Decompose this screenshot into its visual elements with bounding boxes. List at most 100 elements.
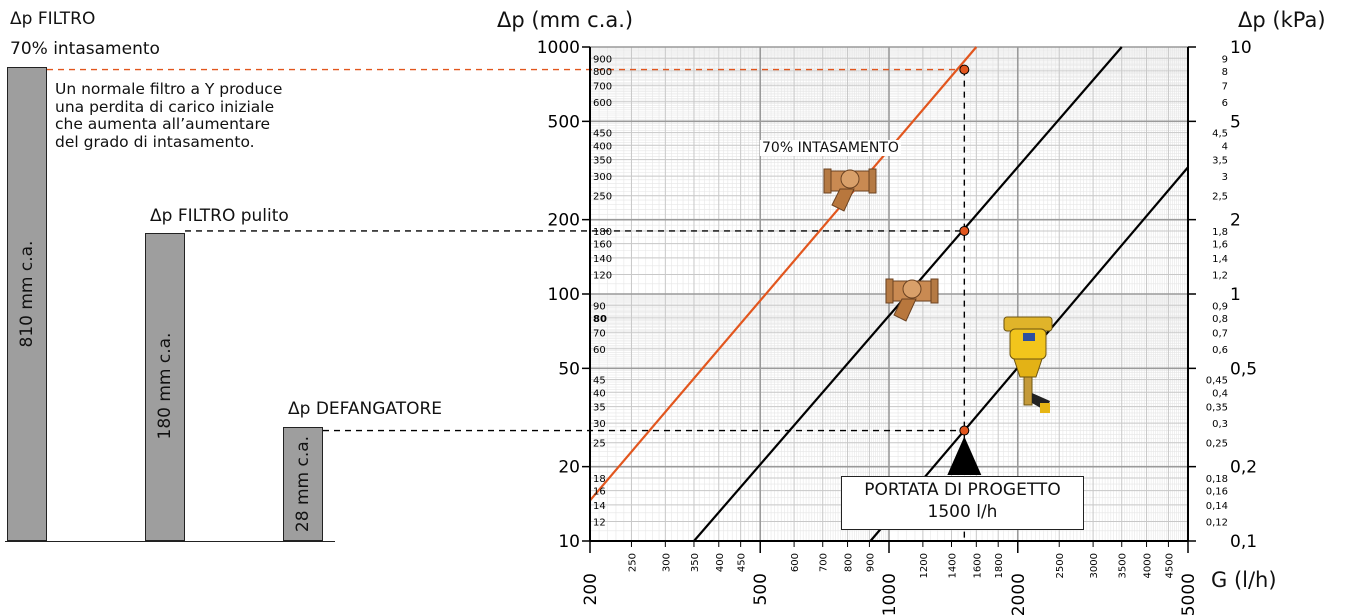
y-minor-tick-label: 800 xyxy=(593,67,612,78)
strainer-cap xyxy=(902,279,922,299)
note-line: che aumenta all’aumentare xyxy=(55,115,271,133)
x-minor-tick-label: 3000 xyxy=(1089,553,1100,578)
y2-minor-tick-label: 1,8 xyxy=(1212,227,1228,238)
y2-minor-tick-label: 0,35 xyxy=(1206,403,1228,414)
y2-minor-tick-label: 0,3 xyxy=(1212,419,1228,430)
strainer-leg xyxy=(893,298,917,322)
y-minor-tick-label: 14 xyxy=(593,501,606,512)
y2-minor-tick-label: 1,2 xyxy=(1212,270,1228,281)
y2-minor-tick-label: 9 xyxy=(1222,54,1228,65)
bar-defangatore xyxy=(283,427,323,541)
callout-line2: 1500 l/h xyxy=(927,502,998,522)
y2-minor-tick-label: 3,5 xyxy=(1212,156,1228,167)
chart-grid xyxy=(589,46,1189,542)
x-tick-label: 5000 xyxy=(1179,573,1199,616)
x-minor-tick-label: 900 xyxy=(865,553,876,572)
y-minor-tick-label: 450 xyxy=(593,129,612,140)
y-minor-tick-label: 160 xyxy=(593,240,612,251)
y-minor-tick-label: 140 xyxy=(593,254,612,265)
y2-tick-label: 1 xyxy=(1230,285,1241,305)
x-tick-label: 500 xyxy=(751,573,771,605)
y-tick-label: 20 xyxy=(558,458,580,478)
x-minor-tick-label: 3500 xyxy=(1118,553,1129,578)
y-tick-label: 1000 xyxy=(537,38,580,58)
y-strainer-icon xyxy=(823,168,877,212)
separator-badge xyxy=(1023,333,1035,341)
y2-minor-tick-label: 0,7 xyxy=(1212,328,1228,339)
y2-tick-label: 5 xyxy=(1230,112,1241,132)
baseline xyxy=(5,541,335,542)
separator-drain xyxy=(1023,376,1033,406)
y-tick-label: 50 xyxy=(558,359,580,379)
y2-tick-label: 10 xyxy=(1230,38,1252,58)
operating-points xyxy=(947,64,982,475)
x-minor-tick-label: 4500 xyxy=(1164,553,1175,578)
x-axis-title: G (l/h) xyxy=(1211,568,1277,592)
y2-minor-tick-label: 1,6 xyxy=(1212,240,1228,251)
strainer-leg xyxy=(831,188,855,212)
y2-minor-tick-label: 0,16 xyxy=(1206,487,1228,498)
y-tick-label: 10 xyxy=(558,532,580,552)
y2-tick-label: 0,2 xyxy=(1230,458,1257,478)
y-axis-title: Δp (mm c.a.) xyxy=(497,8,634,32)
filter-clogged-subtitle: 70% intasamento xyxy=(10,39,160,59)
y2-minor-tick-label: 0,25 xyxy=(1206,439,1228,450)
y2-minor-tick-label: 3 xyxy=(1222,172,1228,183)
y-minor-tick-label: 40 xyxy=(593,388,606,399)
note-line: del grado di intasamento. xyxy=(55,132,255,151)
bar-defangatore-label: 28 mm c.a. xyxy=(293,435,313,533)
bar-filter-clogged xyxy=(7,67,47,541)
filter-clean-title: Δp FILTRO pulito xyxy=(150,206,289,226)
chart-axes: 1020501002005001000121416182530354045607… xyxy=(537,38,1257,616)
y2-minor-tick-label: 0,4 xyxy=(1212,388,1228,399)
y2-minor-tick-label: 7 xyxy=(1222,81,1228,92)
y-minor-tick-label: 300 xyxy=(593,172,612,183)
filter-clogged-title: Δp FILTRO xyxy=(10,9,96,29)
x-minor-tick-label: 450 xyxy=(737,553,748,572)
clogged-filter-line xyxy=(589,46,978,502)
x-minor-tick-label: 1400 xyxy=(948,553,959,578)
y-strainer-icon xyxy=(885,278,939,322)
design-flow-callout: PORTATA DI PROGETTO 1500 l/h xyxy=(841,476,1084,530)
strainer-end xyxy=(868,168,877,194)
y2-tick-label: 0,1 xyxy=(1230,532,1257,552)
strainer-end xyxy=(885,278,894,304)
filter-note: Un normale filtro a Y produce una perdit… xyxy=(55,80,282,151)
design-flow-marker xyxy=(947,436,982,475)
y2-minor-tick-label: 1,4 xyxy=(1212,254,1228,265)
x-minor-tick-label: 400 xyxy=(715,553,726,572)
y-minor-tick-label: 180 xyxy=(593,227,612,238)
y2-minor-tick-label: 0,6 xyxy=(1212,345,1228,356)
y-minor-tick-label: 600 xyxy=(593,98,612,109)
y2-minor-tick-label: 0,14 xyxy=(1206,501,1228,512)
x-minor-tick-label: 1800 xyxy=(994,553,1005,578)
chart-icons xyxy=(823,168,1053,413)
y-minor-tick-label: 35 xyxy=(593,403,606,414)
y2-minor-tick-label: 2,5 xyxy=(1212,192,1228,203)
y2-minor-tick-label: 0,9 xyxy=(1212,301,1228,312)
clogged-line-label: 70% INTASAMENTO xyxy=(760,140,901,156)
y2-minor-tick-label: 0,45 xyxy=(1206,376,1228,387)
y-minor-tick-label: 350 xyxy=(593,156,612,167)
y-minor-tick-label: 400 xyxy=(593,141,612,152)
y2-minor-tick-label: 0,8 xyxy=(1212,314,1228,325)
y-minor-tick-label: 25 xyxy=(593,439,606,450)
y2-minor-tick-label: 0,12 xyxy=(1206,517,1228,528)
x-minor-tick-label: 350 xyxy=(690,553,701,572)
x-minor-tick-label: 1200 xyxy=(919,553,930,578)
y-minor-tick-label: 120 xyxy=(593,270,612,281)
y2-minor-tick-label: 6 xyxy=(1222,98,1228,109)
callout-line1: PORTATA DI PROGETTO xyxy=(864,480,1061,500)
strainer-end xyxy=(823,168,832,194)
strainer-cap xyxy=(840,169,860,189)
y2-minor-tick-label: 0,18 xyxy=(1206,474,1228,485)
bar-filter-clean xyxy=(145,233,185,541)
y-minor-tick-label: 700 xyxy=(593,81,612,92)
x-minor-tick-label: 300 xyxy=(661,553,672,572)
separator-handle-tip xyxy=(1040,403,1050,413)
y-minor-tick-label: 90 xyxy=(593,301,606,312)
x-minor-tick-label: 250 xyxy=(627,553,638,572)
y2-tick-label: 0,5 xyxy=(1230,359,1257,379)
x-minor-tick-label: 600 xyxy=(790,553,801,572)
